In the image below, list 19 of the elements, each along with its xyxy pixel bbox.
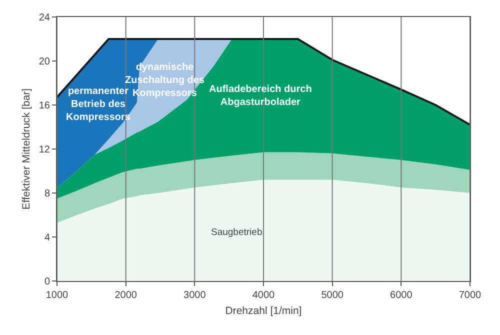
y-tick-label: 12 <box>38 144 50 156</box>
line-series <box>57 38 470 126</box>
x-tick-label: 4000 <box>252 290 276 301</box>
y-tick-label: 8 <box>44 188 50 200</box>
x-tick-label: 5000 <box>321 290 344 301</box>
y-tick-label: 24 <box>38 12 50 24</box>
y-tick-label: 16 <box>38 100 50 112</box>
x-tick-label: 7000 <box>458 290 482 301</box>
series-label: Aufladebereich durch Abgasturbolader <box>209 84 312 108</box>
x-tick-label: 1000 <box>46 290 69 301</box>
y-tick-label: 20 <box>38 56 50 68</box>
x-tick-label: 3000 <box>184 290 206 301</box>
x-tick-label: 6000 <box>390 290 413 301</box>
y-tick-label: 4 <box>44 232 50 244</box>
y-axis-title: Effektiver Mitteldruck [bar] <box>20 88 33 210</box>
y-tick-label: 0 <box>44 276 50 288</box>
x-axis-title: Drehzahl [1/min] <box>225 304 302 317</box>
x-tick-label: 2000 <box>114 290 138 301</box>
series-label: Saugbetrieb <box>211 227 262 238</box>
